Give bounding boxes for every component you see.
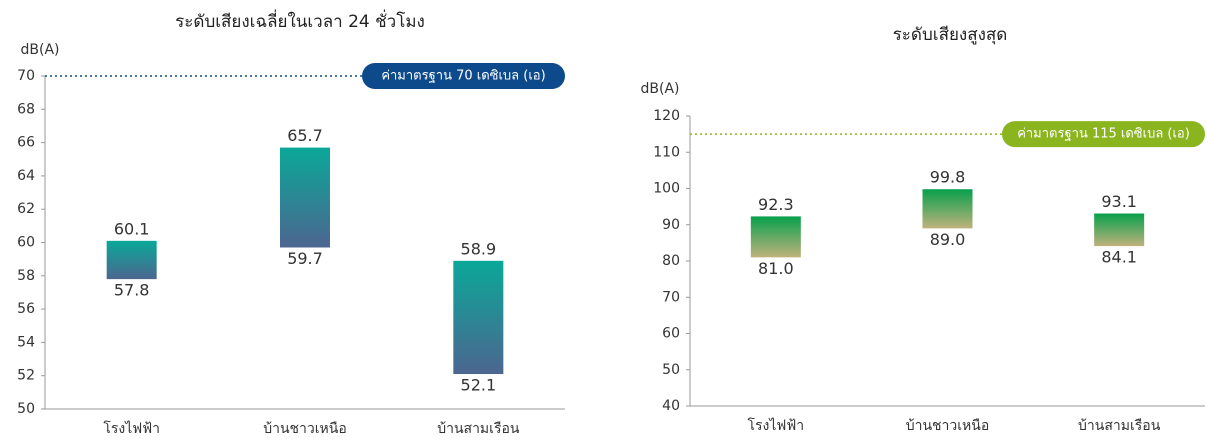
low-label: 84.1 [1101,248,1137,267]
high-label: 65.7 [287,126,323,145]
reference-pill [362,63,565,89]
chart-title: ระดับเสียงเฉลี่ยในเวลา 24 ชั่วโมง [175,9,425,32]
x-tick-label: บ้านสามเรือน [1078,418,1161,434]
reference-pill [1002,121,1205,148]
x-tick-label: โรงไฟฟ้า [748,417,805,434]
y-tick-label: 40 [662,398,680,414]
y-tick-label: 62 [17,201,35,217]
x-tick-label: บ้านสามเรือน [437,421,520,437]
high-label: 58.9 [461,239,497,258]
low-label: 59.7 [287,249,323,268]
y-tick-label: 100 [653,181,680,197]
high-label: 92.3 [758,195,794,214]
low-label: 81.0 [758,259,794,278]
y-tick-label: 90 [662,217,680,233]
x-tick-label: บ้านชาวเหนือ [906,418,990,434]
high-label: 60.1 [114,219,150,238]
y-axis-label: dB(A) [21,42,60,58]
y-axis-label: dB(A) [641,81,680,97]
y-tick-label: 110 [653,144,680,160]
y-tick-label: 66 [17,135,35,151]
bar [280,147,330,248]
x-tick-label: บ้านชาวเหนือ [263,421,347,437]
y-tick-label: 70 [17,68,35,84]
low-label: 89.0 [930,230,966,249]
reference-label: ค่ามาตรฐาน 70 เดซิเบล (เอ) [381,69,545,84]
y-tick-label: 80 [662,253,680,269]
high-label: 99.8 [930,168,966,187]
high-label: 93.1 [1101,192,1137,211]
bar [453,260,504,375]
y-tick-label: 56 [17,301,35,317]
x-tick-label: โรงไฟฟ้า [103,420,160,437]
y-tick-label: 60 [662,326,680,342]
y-tick-label: 60 [17,235,35,251]
y-tick-label: 52 [17,368,35,384]
y-tick-label: 58 [17,268,35,284]
reference-label: ค่ามาตรฐาน 115 เดซิเบล (เอ) [1017,127,1190,142]
low-label: 57.8 [114,281,150,300]
y-tick-label: 54 [17,334,35,350]
y-tick-label: 64 [17,168,35,184]
y-tick-label: 70 [662,289,680,305]
y-tick-label: 50 [17,401,35,417]
chart-title: ระดับเสียงสูงสุด [893,25,1008,45]
y-tick-label: 68 [17,101,35,117]
bar [106,240,157,280]
bar [1094,213,1145,247]
y-tick-label: 120 [653,108,680,124]
low-label: 52.1 [461,376,497,395]
bar [922,189,973,229]
bar [750,216,801,258]
y-tick-label: 50 [662,362,680,378]
